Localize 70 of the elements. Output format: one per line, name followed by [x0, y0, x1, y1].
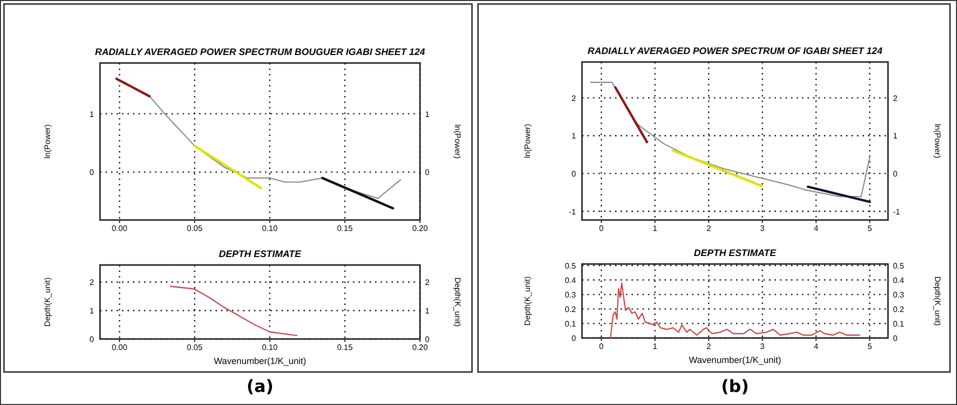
x-tick-label: 0.10: [262, 343, 278, 352]
y2-tick-label: 0.5: [893, 261, 905, 270]
x-tick-label: 0: [599, 342, 604, 351]
x-tick-label: 2: [706, 224, 712, 233]
y-tick-label: 1: [572, 132, 577, 141]
y2-tick-label: -1: [893, 207, 901, 216]
y-tick-label: 2: [572, 94, 577, 103]
y2-tick-label: 0.1: [893, 319, 905, 328]
x-tick-label: 5: [868, 224, 873, 233]
y2-tick-label: 0.4: [893, 276, 905, 285]
y2-tick-label: 1: [425, 110, 430, 119]
x-tick-label: 0.15: [337, 343, 354, 352]
x-tick-label: 4: [814, 224, 819, 233]
x-tick-label: 1: [652, 224, 658, 233]
y2-tick-label: 0: [425, 335, 430, 344]
y2-tick-label: 0.2: [893, 304, 905, 314]
y-tick-label: 2: [90, 278, 95, 288]
y-tick-label: 0.4: [564, 276, 577, 285]
line-series: [170, 286, 298, 336]
x-tick-label: 0.10: [262, 224, 278, 233]
y2-tick-label: 0: [893, 170, 898, 179]
x-tick-label: 0.00: [112, 224, 128, 233]
x-tick-label: 2: [706, 342, 712, 351]
x-tick-label: 3: [760, 342, 766, 351]
y-tick-label: 1: [90, 110, 95, 119]
y2-tick-label: 0: [893, 334, 898, 343]
y2-axis-title: Depth(K_unit): [933, 276, 942, 326]
x-tick-label: 0.05: [186, 224, 203, 233]
text: (b): [721, 377, 749, 397]
y-tick-label: 1: [90, 306, 95, 316]
y-tick-label: 0: [572, 334, 577, 343]
y-axis-title: ln(Power): [523, 124, 532, 158]
x-tick-label: 0: [599, 224, 604, 233]
y-tick-label: 0.2: [564, 304, 577, 314]
line-series: [610, 282, 860, 339]
text: (a): [246, 377, 274, 397]
chart-title: DEPTH ESTIMATE: [218, 249, 302, 260]
y-tick-label: 0.5: [564, 261, 577, 270]
y2-tick-label: 1: [893, 132, 898, 141]
y-tick-label: 0: [90, 335, 95, 344]
y2-tick-label: 2: [425, 278, 430, 288]
x-tick-label: 4: [814, 342, 819, 351]
x-tick-label: 0.20: [412, 343, 428, 352]
y2-tick-label: 2: [893, 94, 898, 103]
x-tick-label: 0.05: [186, 343, 203, 352]
y-axis-title: Depth(K_unit): [523, 276, 532, 326]
x-tick-label: 3: [760, 224, 766, 233]
y-axis-title: ln(Power): [43, 124, 52, 159]
x-tick-label: 1: [652, 342, 658, 351]
y-tick-label: 0: [572, 170, 577, 179]
y2-axis-title: ln(Power): [453, 124, 462, 159]
x-axis-title: Wavenumber(1/K_unit): [688, 355, 782, 365]
x-axis-title: Wavenumber(1/K_unit): [214, 356, 306, 366]
y-tick-label: 0.1: [564, 319, 577, 328]
y-tick-label: 0: [90, 168, 95, 178]
chart-title: DEPTH ESTIMATE: [694, 248, 777, 259]
y2-tick-label: 0: [425, 168, 430, 178]
y2-tick-label: 1: [425, 306, 430, 316]
y2-tick-label: 0.3: [893, 290, 905, 300]
x-tick-label: 0.20: [412, 224, 428, 233]
x-tick-label: 0.00: [112, 343, 128, 352]
y-tick-label: -1: [568, 207, 577, 216]
y-axis-title: Depth(K_unit): [43, 276, 52, 327]
y-tick-label: 0.3: [564, 290, 577, 300]
chart-title: RADIALLY AVERAGED POWER SPECTRUM OF IGABI SHEET 124: [588, 46, 884, 57]
x-tick-label: 5: [868, 342, 873, 351]
y2-axis-title: ln(Power): [933, 124, 942, 158]
chart-title: RADIALLY AVERAGED POWER SPECTRUM BOUGUER IGABI SHEET 124: [94, 47, 426, 58]
x-tick-label: 0.15: [337, 224, 354, 233]
y2-axis-title: Depth(K_unit): [453, 277, 462, 328]
